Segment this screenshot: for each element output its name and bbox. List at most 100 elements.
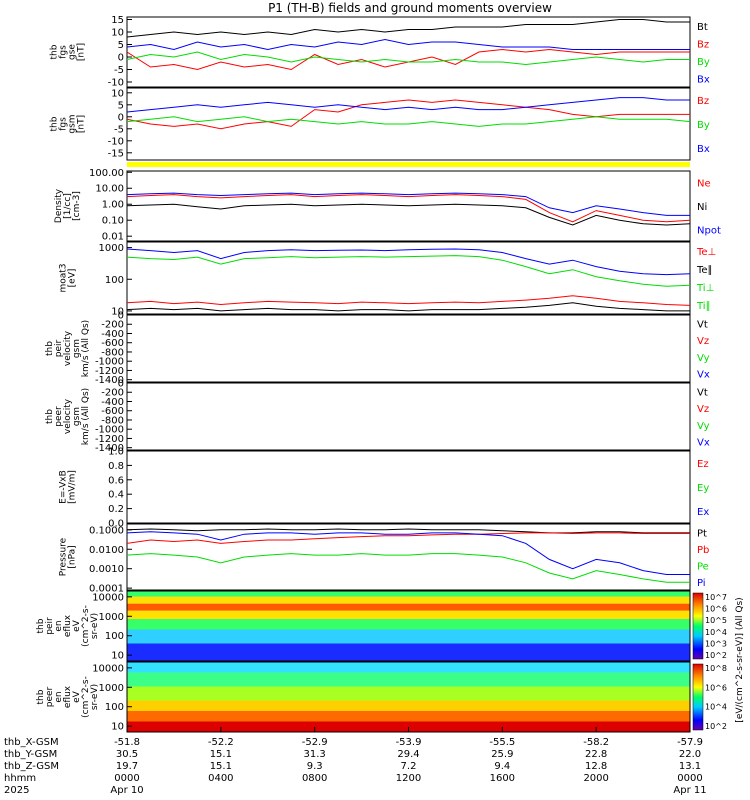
x-tick-label: 0400 <box>208 773 233 784</box>
x-tick-label: 22.8 <box>585 749 607 760</box>
legend-label: Ti∥ <box>696 301 711 312</box>
x-tick-label: 19.7 <box>116 761 138 772</box>
y-axis-label: [nT] <box>77 43 87 61</box>
y-tick-label: 10.00 <box>95 184 124 195</box>
x-tick-label: 22.0 <box>679 749 701 760</box>
y-tick-label: -800 <box>101 347 124 358</box>
x-tick-label: -51.8 <box>114 737 140 748</box>
ion-spectrogram-band <box>127 603 690 611</box>
electron-spectrogram-band <box>127 686 690 701</box>
ion-spectrogram-band <box>127 629 690 644</box>
y-tick-label: 1.0 <box>108 447 124 458</box>
colorbar-tick-label: 10^8 <box>705 664 727 673</box>
series-line-fgs-By <box>126 51 690 66</box>
y-tick-label: -5 <box>114 124 124 135</box>
x-tick-label: 31.3 <box>304 749 326 760</box>
panel-frame-fgs_gsm <box>126 87 691 161</box>
legend-label: Ez <box>697 459 709 470</box>
series-line-density-Ni <box>126 203 691 226</box>
series-line-pressure-Pt <box>126 528 690 534</box>
legend-label: Pe <box>697 561 709 572</box>
series-line-density-Ne <box>126 194 691 223</box>
legend-label: Pi <box>697 578 706 589</box>
colorbar-tick-label: 10^4 <box>705 628 727 637</box>
series-line-fgs_gsm-By <box>126 116 691 127</box>
y-tick-label: -10 <box>108 78 124 89</box>
series-line-temp-Te⊥ <box>126 295 691 306</box>
legend-label: Ex <box>697 507 709 518</box>
y-axis-label: thb <box>45 341 55 356</box>
x-axis-row-label: hhmm <box>4 773 36 784</box>
flag-bar <box>127 162 690 167</box>
legend-label: Vt <box>697 387 708 398</box>
series-line-fgs-Bz <box>126 48 690 71</box>
y-tick-label: 0.0001 <box>89 584 124 595</box>
x-tick-label: -52.2 <box>208 737 234 748</box>
y-axis-label: gse <box>68 44 78 60</box>
y-axis-label: thb <box>50 116 60 131</box>
legend-label: Bz <box>697 39 709 50</box>
y-axis-label: (cm^2-s- <box>81 605 91 647</box>
colorbar-tick-label: 10^2 <box>705 722 727 731</box>
ion-spectrogram-band <box>127 591 690 597</box>
colorbar <box>692 663 704 731</box>
series-line-density-Npot <box>126 192 690 216</box>
y-tick-label: -1400 <box>95 375 124 386</box>
y-axis-label: Pressure <box>59 537 69 576</box>
x-tick-label: 0800 <box>302 773 327 784</box>
y-tick-label: -1000 <box>95 357 124 368</box>
y-tick-label: -800 <box>101 415 124 426</box>
y-axis-label: [mV/m] <box>68 470 78 504</box>
y-axis-label: sr-eV) <box>90 684 100 710</box>
y-tick-label: 0.8 <box>108 461 124 472</box>
legend-label: Vz <box>697 336 709 347</box>
y-tick-label: 10 <box>111 88 124 99</box>
x-tick-label: -52.9 <box>302 737 328 748</box>
y-tick-label: 100 <box>105 702 124 713</box>
series-line-fgs-Bt <box>126 19 690 38</box>
colorbar-tick-label: 10^6 <box>705 605 727 614</box>
series-line-fgs-Bx <box>126 38 690 51</box>
electron-spectrogram-band <box>127 700 690 711</box>
y-axis-label: thb <box>36 618 46 633</box>
x-tick-label: 1600 <box>490 773 515 784</box>
legend-label: Bx <box>697 74 710 85</box>
electron-spectrogram-band <box>127 711 690 722</box>
y-axis-label: peer <box>54 406 64 427</box>
y-axis-label: E=-VxB <box>59 470 69 504</box>
colorbar-tick-label: 10^7 <box>705 593 727 602</box>
y-axis-label: [1/cc] <box>63 193 73 219</box>
legend-label: Vx <box>697 370 710 381</box>
y-tick-label: 10 <box>111 651 124 662</box>
legend-label: Bz <box>697 96 709 107</box>
y-axis-label: en <box>54 620 64 631</box>
y-tick-label: -1200 <box>95 366 124 377</box>
x-tick-label: Apr 11 <box>673 785 706 796</box>
colorbar-tick-label: 10^4 <box>705 703 727 712</box>
y-axis-label: km/s (All Qs) <box>81 388 91 445</box>
y-tick-label: 0 <box>118 311 124 322</box>
x-tick-label: 30.5 <box>116 749 138 760</box>
y-axis-label: Density <box>54 188 64 223</box>
legend-label: Vy <box>697 421 710 432</box>
legend-label: Vy <box>697 353 710 364</box>
x-tick-label: -55.5 <box>489 737 515 748</box>
panel-frame-efield <box>126 450 691 524</box>
y-tick-label: 0 <box>118 112 124 123</box>
legend-label: Pb <box>697 545 709 556</box>
y-tick-label: -600 <box>101 406 124 417</box>
legend-label: Vt <box>697 319 708 330</box>
y-tick-label: 5 <box>118 100 124 111</box>
series-line-pressure-Pb <box>126 532 690 544</box>
panel-frame-pressure <box>126 523 691 591</box>
y-tick-label: -1000 <box>95 425 124 436</box>
panel-frame-ve <box>126 382 691 451</box>
legend-label: Ey <box>697 483 709 494</box>
y-tick-label: 100 <box>105 631 124 642</box>
x-tick-label: 25.9 <box>491 749 513 760</box>
y-axis-label: [cm-3] <box>72 191 82 221</box>
y-tick-label: 100.00 <box>89 168 124 179</box>
ion-spectrogram-band <box>127 610 690 619</box>
y-axis-label: en <box>54 691 64 702</box>
